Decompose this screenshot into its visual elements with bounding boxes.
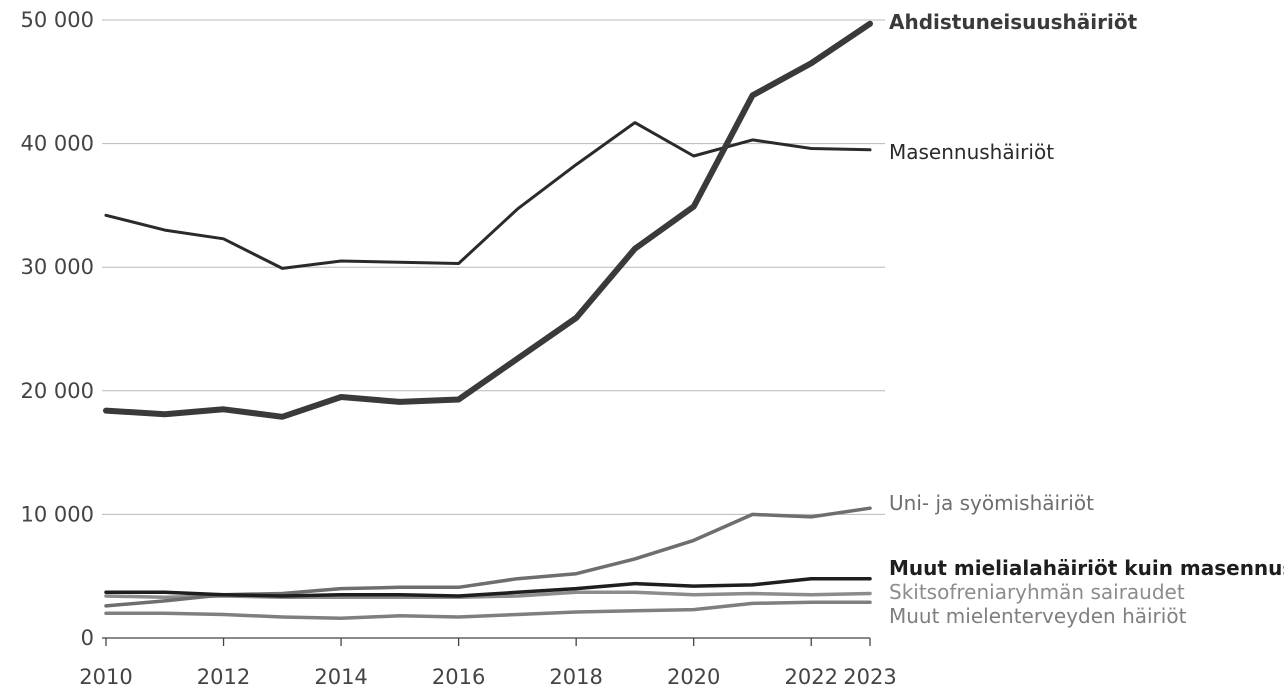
series-line (104, 506, 872, 608)
x-tick-label: 2022 (785, 665, 838, 689)
series-labels: Ahdistuneisuushäiriöt Masennushäiriöt Uni-… (889, 10, 1284, 628)
series-label: Skitsofreniaryhmän sairaudet (889, 580, 1185, 604)
x-tick-label: 2016 (432, 665, 485, 689)
y-tick-label: 10 000 (21, 502, 94, 526)
x-tick-label: 2010 (79, 665, 132, 689)
series-line (104, 121, 872, 270)
gridlines (102, 19, 885, 515)
y-tick-label: 40 000 (21, 132, 94, 156)
y-tick-label: 20 000 (21, 379, 94, 403)
axes: 0 10 000 20 000 30 000 40 000 50 000 2010 2012 2… (21, 8, 897, 689)
series-line (104, 600, 872, 620)
series-line (103, 20, 873, 420)
x-tick-label: 2014 (314, 665, 367, 689)
y-tick-label: 50 000 (21, 8, 94, 32)
series-lines (103, 20, 873, 620)
x-tick-label: 2018 (549, 665, 602, 689)
x-tick-label: 2020 (667, 665, 720, 689)
series-label: Uni- ja syömishäiriöt (889, 491, 1094, 515)
series-label: Ahdistuneisuushäiriöt (889, 10, 1138, 34)
y-tick-label: 0 (81, 626, 94, 650)
y-tick-label: 30 000 (21, 255, 94, 279)
x-tick-label: 2012 (197, 665, 250, 689)
series-label: Muut mielenterveyden häiriöt (889, 604, 1187, 628)
x-tick-label: 2023 (843, 665, 896, 689)
series-label: Masennushäiriöt (889, 140, 1054, 164)
series-label: Muut mielialahäiriöt kuin masennus (889, 556, 1284, 580)
series-line (104, 576, 872, 598)
